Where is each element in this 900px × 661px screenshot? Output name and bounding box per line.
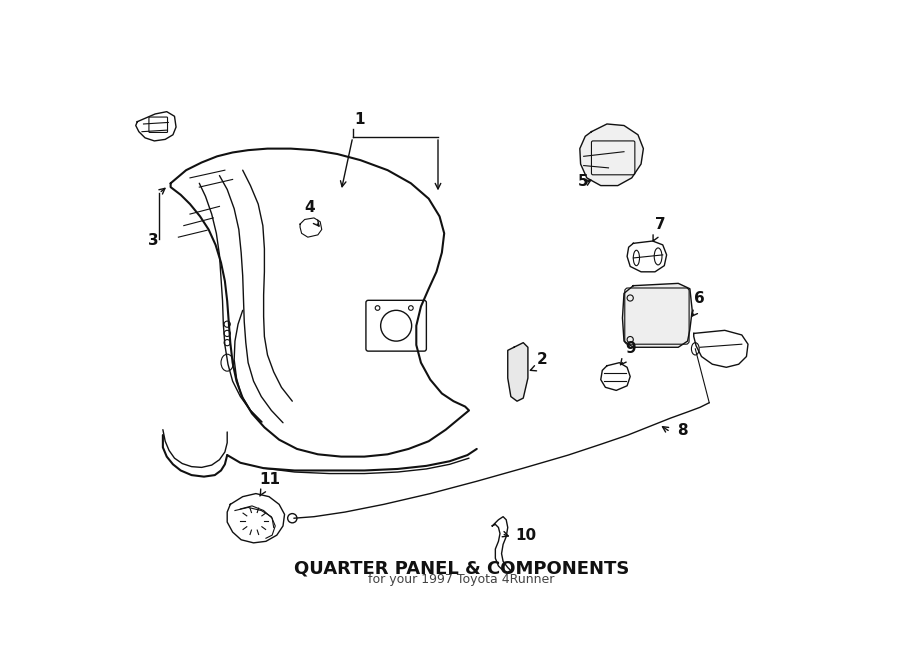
Polygon shape xyxy=(300,218,322,237)
Text: QUARTER PANEL & COMPONENTS: QUARTER PANEL & COMPONENTS xyxy=(293,559,629,577)
Polygon shape xyxy=(627,241,667,272)
Polygon shape xyxy=(601,363,630,391)
Polygon shape xyxy=(508,342,528,401)
Text: 7: 7 xyxy=(655,217,666,233)
Polygon shape xyxy=(580,124,644,186)
Text: 3: 3 xyxy=(148,233,158,248)
Polygon shape xyxy=(227,494,284,543)
Text: 1: 1 xyxy=(355,112,365,127)
Text: 8: 8 xyxy=(677,423,688,438)
Polygon shape xyxy=(623,284,692,347)
Text: 11: 11 xyxy=(260,471,281,486)
Text: for your 1997 Toyota 4Runner: for your 1997 Toyota 4Runner xyxy=(368,573,554,586)
Text: 5: 5 xyxy=(578,174,588,188)
Polygon shape xyxy=(136,112,176,141)
Polygon shape xyxy=(694,330,748,368)
Text: 6: 6 xyxy=(694,291,705,305)
Text: 9: 9 xyxy=(626,340,636,356)
Text: 10: 10 xyxy=(516,527,536,543)
Text: 2: 2 xyxy=(537,352,548,368)
Polygon shape xyxy=(492,517,511,572)
Text: 4: 4 xyxy=(305,200,315,215)
